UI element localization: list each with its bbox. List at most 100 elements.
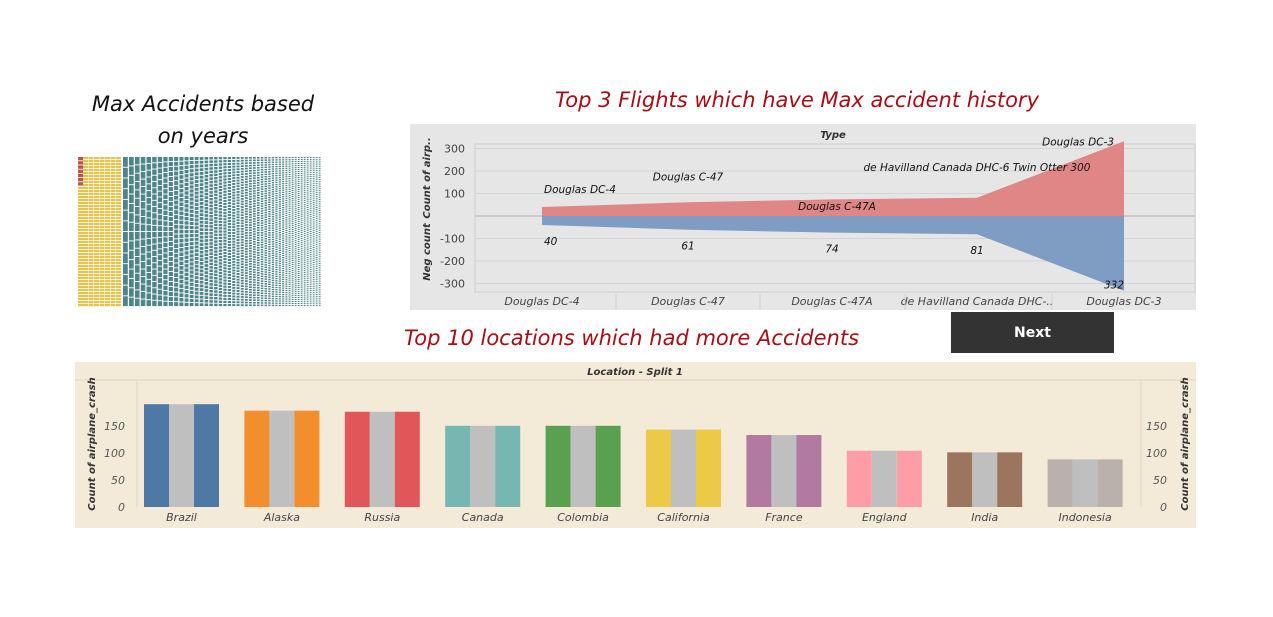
treemap-cell (294, 191, 297, 193)
treemap-cell (285, 259, 288, 262)
treemap-cell (223, 264, 227, 267)
treemap-cell (315, 297, 318, 299)
treemap-cell (218, 160, 223, 163)
treemap-cell (78, 165, 83, 169)
treemap-cell (146, 266, 151, 273)
treemap-cell (260, 188, 264, 190)
treemap-cell (318, 294, 321, 296)
bar-chart[interactable]: Location - Split 1 0 0 50 50 100 100 150 150 Coun… (75, 362, 1196, 528)
treemap-cell (236, 199, 240, 202)
treemap-cell (253, 266, 256, 268)
treemap-cell (309, 246, 312, 248)
treemap-cell (244, 261, 248, 264)
treemap-cell (236, 233, 240, 236)
treemap-cell (223, 166, 227, 169)
treemap-cell (271, 159, 275, 161)
bar-segment (169, 404, 194, 507)
treemap-cell (232, 168, 236, 171)
treemap-cell (168, 157, 173, 162)
treemap-cell (134, 190, 140, 198)
treemap-cell (253, 174, 256, 177)
treemap-cell (236, 258, 240, 261)
treemap-cell (285, 298, 288, 300)
treemap-cell (168, 242, 173, 247)
treemap-cell (78, 193, 83, 196)
treemap-cell (244, 304, 248, 307)
treemap-cell (315, 251, 318, 253)
treemap-cell (249, 283, 252, 286)
treemap-cell (306, 239, 309, 241)
area-chart[interactable]: Type 100 200 300 -100 -200 -300 Douglas DC-4 Dou… (410, 124, 1196, 310)
treemap-cell (285, 223, 288, 225)
treemap-cell (303, 232, 306, 235)
treemap-cell (312, 247, 315, 248)
treemap-cell (94, 205, 99, 208)
treemap-cell (294, 169, 297, 171)
treemap-cell (275, 181, 278, 183)
treemap-cell (236, 190, 240, 193)
treemap-cell (278, 282, 281, 285)
treemap-cell (256, 189, 260, 192)
treemap-cell (146, 252, 151, 259)
treemap-cell (318, 166, 321, 168)
treemap-cell (199, 243, 204, 247)
treemap-cell (275, 201, 278, 204)
treemap-cell (315, 162, 318, 164)
treemap-cell (315, 277, 318, 279)
treemap-cell (94, 271, 99, 274)
treemap-cell (288, 264, 291, 266)
treemap-cell (209, 300, 213, 303)
treemap-cell (297, 253, 300, 255)
treemap-cell (306, 208, 309, 210)
treemap-cell (179, 161, 184, 166)
treemap-cell (260, 157, 264, 159)
treemap-cell (227, 223, 231, 226)
treemap-cell (312, 175, 315, 177)
treemap-cell (309, 305, 312, 307)
treemap-cell (194, 295, 199, 299)
treemap-cell (240, 252, 244, 255)
treemap-cell (275, 157, 278, 159)
treemap-cell (312, 211, 315, 213)
treemap-cell (256, 299, 260, 302)
treemap-cell (278, 161, 281, 163)
year-treemap[interactable] (78, 157, 322, 307)
treemap-cell (306, 282, 309, 284)
treemap-cell (214, 200, 218, 203)
treemap-cell (168, 227, 173, 232)
treemap-cell (253, 294, 256, 296)
treemap-cell (285, 191, 288, 193)
treemap-cell (300, 200, 303, 202)
treemap-cell (300, 255, 303, 257)
treemap-cell (218, 198, 223, 201)
treemap-cell (260, 302, 264, 304)
treemap-cell (275, 295, 278, 298)
treemap-cell (260, 277, 264, 280)
treemap-cell (271, 184, 275, 186)
next-button[interactable]: Next (951, 312, 1114, 353)
treemap-cell (285, 266, 288, 268)
treemap-cell (309, 202, 312, 204)
treemap-cell (232, 208, 236, 211)
treemap-cell (260, 299, 264, 302)
treemap-cell (253, 245, 256, 248)
treemap-cell (214, 233, 218, 237)
treemap-cell (227, 271, 231, 274)
treemap-cell (146, 163, 151, 170)
treemap-cell (189, 161, 194, 165)
treemap-cell (249, 185, 252, 188)
treemap-cell (78, 199, 83, 202)
treemap-cell (260, 280, 264, 282)
treemap-cell (294, 300, 297, 303)
treemap-cell (110, 241, 116, 244)
treemap-cell (105, 298, 110, 301)
treemap-cell (179, 170, 184, 175)
treemap-cell (232, 234, 236, 237)
treemap-cell (223, 193, 227, 196)
treemap-cell (312, 220, 315, 222)
treemap-cell (306, 257, 309, 259)
treemap-cell (297, 185, 300, 187)
treemap-cell (129, 232, 134, 241)
treemap-cell (282, 209, 285, 211)
treemap-cell (288, 207, 291, 209)
